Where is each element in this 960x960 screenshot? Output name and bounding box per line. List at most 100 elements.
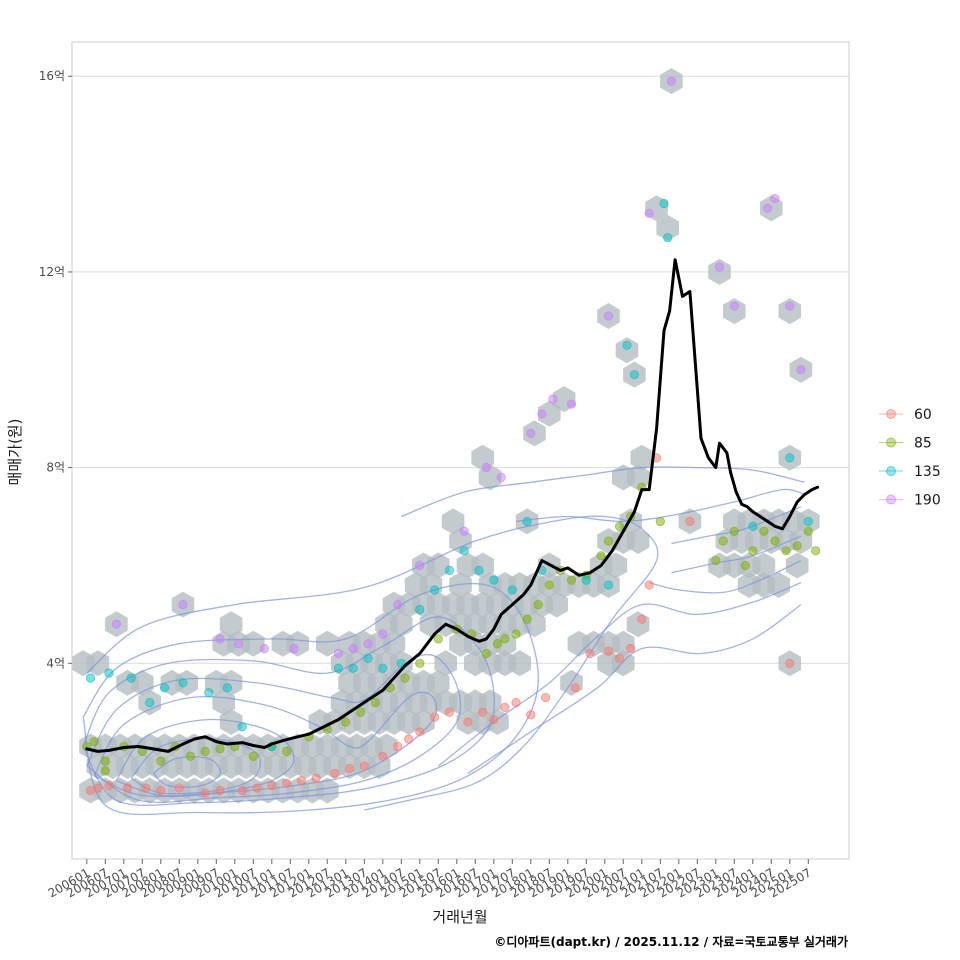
point-85: [89, 736, 99, 747]
point-60: [311, 773, 321, 783]
point-85: [415, 658, 425, 668]
point-60: [585, 648, 595, 659]
point-60: [614, 653, 625, 664]
point-60: [603, 646, 614, 656]
point-85: [781, 546, 791, 556]
point-190: [603, 311, 614, 321]
point-135: [803, 516, 813, 527]
legend-key-dot: [886, 494, 896, 505]
point-135: [222, 683, 232, 693]
point-135: [659, 198, 669, 209]
point-85: [500, 634, 510, 644]
point-60: [489, 714, 499, 725]
point-60: [141, 783, 151, 793]
point-85: [748, 546, 758, 556]
panel-border: [71, 41, 850, 860]
point-85: [792, 541, 802, 551]
point-60: [296, 776, 306, 786]
trend-line-layer: [85, 258, 820, 753]
density-contour: [467, 604, 802, 774]
point-135: [785, 453, 795, 463]
point-85: [544, 580, 554, 590]
hexbin-cell: [723, 298, 746, 325]
point-135: [378, 663, 388, 673]
point-135: [363, 653, 373, 664]
x-axis-title: 거래년월: [432, 908, 487, 926]
point-60: [156, 785, 166, 796]
point-190: [259, 644, 269, 654]
point-190: [378, 629, 388, 639]
point-85: [711, 555, 721, 566]
hexbin-cell: [538, 400, 561, 427]
point-190: [714, 262, 725, 272]
hexbin-cell: [508, 650, 531, 677]
point-60: [511, 697, 521, 708]
point-135: [629, 370, 640, 380]
point-60: [93, 783, 103, 793]
point-85: [740, 560, 751, 571]
point-60: [281, 778, 292, 788]
point-190: [333, 648, 343, 659]
point-190: [729, 301, 739, 311]
hexbin-cell: [545, 591, 568, 618]
density-contour: [86, 653, 462, 803]
y-tick-label: 4억: [46, 656, 65, 670]
point-135: [663, 233, 673, 243]
y-tick-label: 16억: [39, 69, 65, 83]
point-135: [507, 585, 517, 595]
point-60: [626, 644, 636, 654]
hexbin-cell: [219, 611, 243, 638]
point-85: [566, 575, 577, 585]
y-tick-label: 12억: [39, 265, 65, 279]
hexbin-cell: [316, 777, 339, 804]
point-85: [185, 751, 195, 761]
point-190: [566, 399, 577, 409]
density-contour: [86, 515, 659, 811]
point-190: [644, 208, 654, 218]
point-190: [415, 560, 425, 571]
legend-key-dot: [886, 437, 896, 448]
point-190: [796, 365, 806, 375]
point-85: [803, 526, 813, 536]
density-contour: [93, 691, 438, 798]
legend-key-dot: [886, 409, 896, 419]
point-135: [333, 663, 343, 673]
point-85: [248, 751, 258, 761]
point-135: [603, 580, 614, 590]
point-85: [355, 707, 366, 717]
point-60: [215, 785, 225, 796]
point-60: [685, 516, 695, 527]
point-60: [404, 734, 414, 744]
hexbin-cell: [752, 552, 776, 579]
point-135: [159, 683, 170, 693]
point-135: [474, 565, 484, 575]
density-contour: [82, 616, 496, 806]
point-190: [537, 409, 547, 419]
point-85: [718, 536, 728, 546]
legend-label: 60: [914, 407, 932, 423]
point-60: [540, 692, 551, 703]
point-85: [511, 629, 521, 639]
hexbin-cell: [316, 630, 339, 657]
point-85: [492, 639, 503, 649]
point-85: [770, 536, 780, 546]
hexbin-cell: [219, 709, 243, 735]
point-85: [156, 756, 166, 766]
point-190: [762, 203, 773, 213]
point-85: [433, 634, 443, 644]
hexbin-cell: [427, 669, 450, 696]
point-190: [785, 301, 795, 311]
point-135: [444, 565, 454, 575]
point-85: [614, 521, 625, 531]
hexbin-cell: [212, 689, 235, 716]
point-85: [281, 746, 292, 756]
point-135: [489, 575, 499, 585]
point-190: [289, 644, 299, 654]
point-85: [341, 717, 351, 727]
point-85: [596, 551, 606, 561]
point-60: [429, 712, 440, 722]
point-60: [122, 783, 133, 793]
point-85: [603, 536, 614, 546]
point-135: [429, 585, 440, 595]
density-contour: [82, 582, 539, 816]
